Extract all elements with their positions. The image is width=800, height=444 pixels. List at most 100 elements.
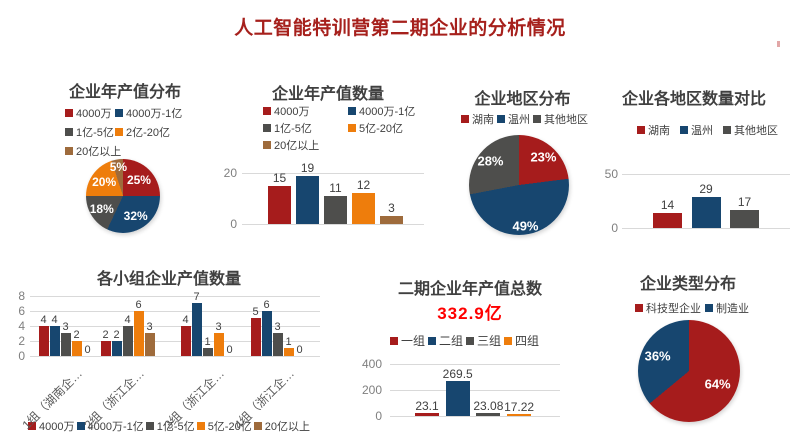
bar xyxy=(272,333,283,356)
bar-value-label: 2 xyxy=(73,329,80,341)
legend-swatch-icon xyxy=(196,422,205,430)
legend-item: 4000万-1亿 xyxy=(348,103,415,119)
chart-region-distribution-pie: 企业地区分布 湖南 温州 其他地区 23% 49% 28% xyxy=(435,78,610,248)
bar xyxy=(49,326,60,356)
legend-label: 5亿-20亿 xyxy=(207,421,252,433)
bar-value-label: 3 xyxy=(388,201,395,215)
chart-legend: 4000万 4000万-1亿 1亿-5亿 5亿-20亿 20亿以上 xyxy=(8,418,330,434)
legend-swatch-icon xyxy=(263,124,271,132)
gridline xyxy=(30,341,320,342)
legend-label: 2亿-20亿 xyxy=(126,127,171,139)
bar-value-label: 23.1 xyxy=(415,399,439,413)
chart-legend: 湖南 温州 其他地区 xyxy=(637,122,778,138)
gridline xyxy=(242,173,424,174)
bar-value-label: 4 xyxy=(51,314,58,326)
bar xyxy=(71,341,82,356)
legend-swatch-icon xyxy=(390,336,398,345)
bar xyxy=(213,333,224,356)
pie-slice-label: 32% xyxy=(123,208,148,223)
bar-value-label: 0 xyxy=(296,344,303,356)
bar xyxy=(324,196,347,224)
bar-value-label: 269.5 xyxy=(442,367,473,381)
chart-annual-output-distribution-pie: 企业年产值分布 4000万 4000万-1亿 1亿-5亿 2亿-20亿 20亿以上 25… xyxy=(30,72,220,254)
chart-annual-output-count-bar: 企业年产值数量 4000万 4000万-1亿 1亿-5亿 5亿-20亿 20亿以上 0 2… xyxy=(218,72,438,237)
legend-label: 温州 xyxy=(508,114,530,126)
chart-plot: 0 50 14 29 17 xyxy=(596,78,792,236)
chart-title: 各小组企业产值数量 xyxy=(96,271,241,288)
bar xyxy=(111,341,122,356)
bar-value-label: 3 xyxy=(215,321,222,333)
legend-label: 20亿以上 xyxy=(76,146,122,158)
legend-label: 其他地区 xyxy=(544,114,588,126)
legend-swatch-icon xyxy=(348,107,356,115)
bar xyxy=(261,311,272,356)
bar-value-label: 12 xyxy=(356,178,371,192)
bar-value-label: 4 xyxy=(124,314,131,326)
bar xyxy=(730,210,759,228)
pie-slice-label: 20% xyxy=(92,175,117,190)
legend-swatch-icon xyxy=(635,304,643,312)
legend-swatch-icon xyxy=(76,422,85,430)
legend-item: 20亿以上 xyxy=(253,418,310,434)
bar-value-label: 2 xyxy=(102,329,109,341)
legend-label: 1亿-5亿 xyxy=(156,421,195,433)
gridline xyxy=(30,311,320,312)
bar-value-label: 23.08 xyxy=(473,399,504,413)
bar-value-label: 29 xyxy=(699,182,713,196)
pie-slice-label: 49% xyxy=(512,218,539,234)
bar xyxy=(202,348,213,356)
legend-swatch-icon xyxy=(428,336,437,345)
legend-swatch-icon xyxy=(705,304,713,312)
y-tick-label: 0 xyxy=(230,217,237,231)
bar-value-label: 4 xyxy=(40,314,47,326)
gridline xyxy=(30,296,320,297)
bar-value-label: 19 xyxy=(300,161,315,175)
bar xyxy=(380,216,403,224)
legend-swatch-icon xyxy=(115,128,123,136)
y-tick-label: 20 xyxy=(223,166,237,180)
y-tick-label: 4 xyxy=(18,319,25,333)
legend-label: 制造业 xyxy=(716,303,749,315)
total-output-highlight: 332.9亿 xyxy=(437,304,503,323)
legend-item: 4000万-1亿 xyxy=(76,418,144,434)
legend-label: 1亿-5亿 xyxy=(274,123,312,135)
y-tick-label: 8 xyxy=(18,289,25,303)
pie-slice-label: 64% xyxy=(704,376,731,392)
legend-label: 20亿以上 xyxy=(274,140,320,152)
bar-value-label: 3 xyxy=(62,321,69,333)
legend-item: 其他地区 xyxy=(723,122,778,138)
bar-value-label: 17.22 xyxy=(504,400,535,414)
bar-value-label: 2 xyxy=(113,329,120,341)
gridline xyxy=(622,228,790,229)
pie-slice-label: 36% xyxy=(644,348,671,364)
legend-label: 4000万 xyxy=(39,421,75,433)
x-axis-label: 1组（湖南企… xyxy=(19,366,86,432)
y-tick-label: 50 xyxy=(604,167,618,181)
y-tick-label: 0 xyxy=(375,409,382,423)
legend-item: 4000万 xyxy=(28,418,75,434)
bar xyxy=(476,413,501,416)
legend-swatch-icon xyxy=(253,422,262,430)
legend-item: 温州 xyxy=(497,111,530,127)
legend-label: 其他地区 xyxy=(734,125,778,137)
bar xyxy=(268,186,291,224)
bar xyxy=(283,348,294,356)
legend-swatch-icon xyxy=(65,128,73,136)
chart-legend: 湖南 温州 其他地区 xyxy=(461,111,588,127)
legend-swatch-icon xyxy=(28,422,37,430)
legend-swatch-icon xyxy=(466,336,475,345)
legend-item: 4000万 xyxy=(263,103,348,119)
legend-label: 科技型企业 xyxy=(646,303,701,315)
bar xyxy=(60,333,71,356)
legend-item: 2亿-20亿 xyxy=(115,124,182,140)
bar xyxy=(296,176,319,224)
chart-plot: 0 20 15 19 11 12 3 xyxy=(218,72,438,237)
y-tick-label: 400 xyxy=(361,357,382,371)
legend-swatch-icon xyxy=(680,126,688,134)
legend-swatch-icon xyxy=(497,115,505,123)
legend-label: 4000万 xyxy=(274,106,310,118)
bar xyxy=(352,193,375,224)
chart-plot: 25% 32% 18% 20% 5% xyxy=(30,72,220,254)
bar-value-label: 3 xyxy=(274,321,281,333)
page-title: 人工智能特训营第二期企业的分析情况 xyxy=(234,18,566,39)
